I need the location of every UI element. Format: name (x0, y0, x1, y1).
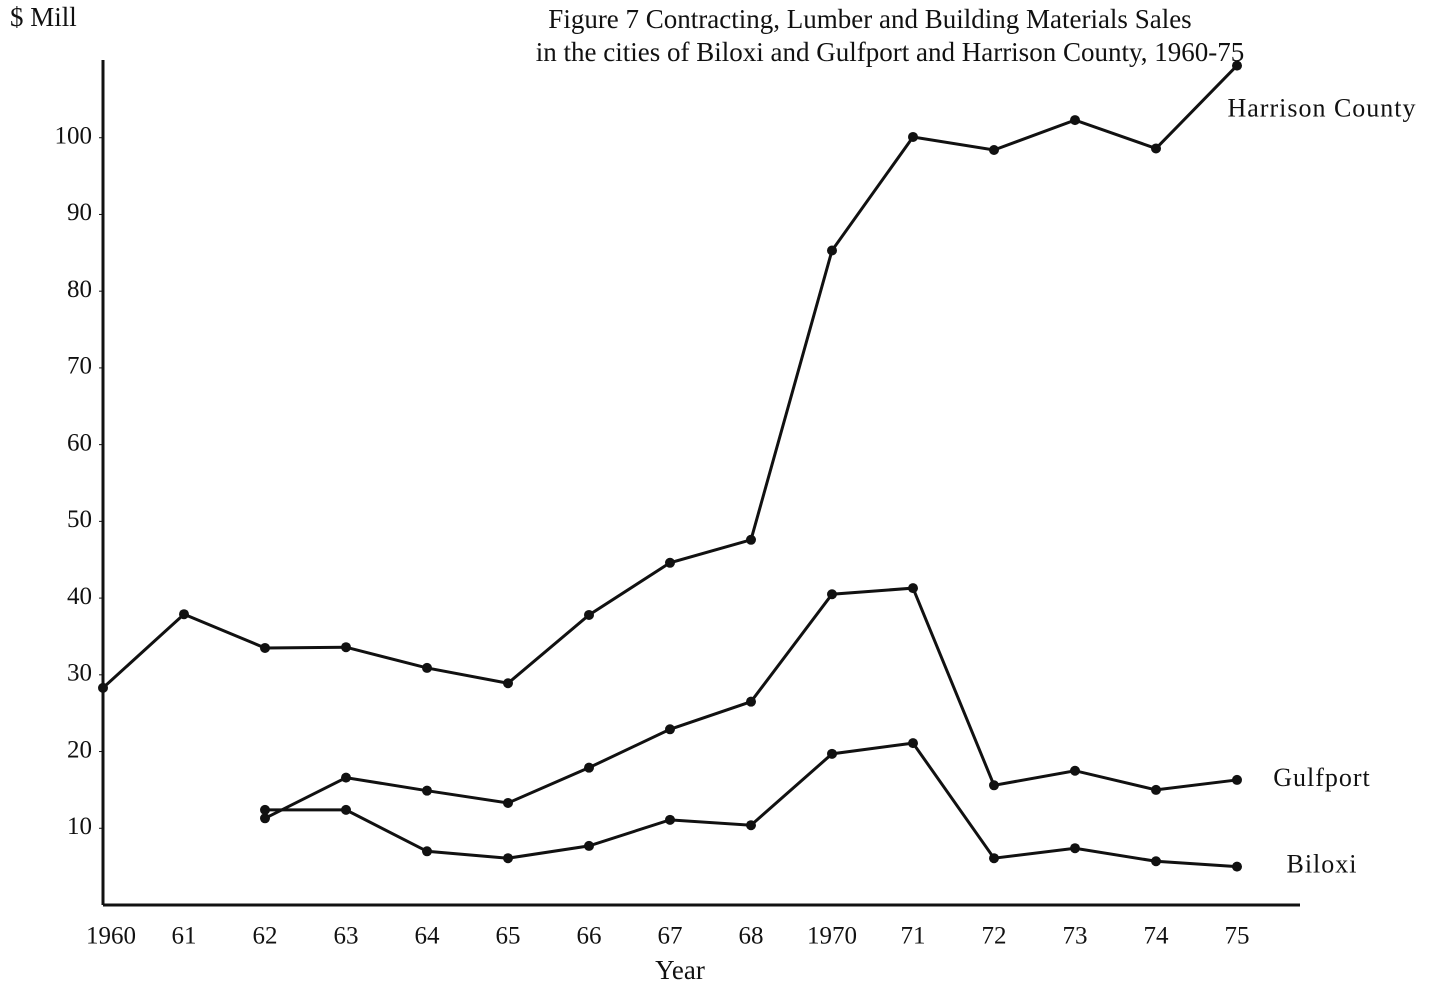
data-point (422, 846, 432, 857)
y-tick-label: 20 (67, 736, 92, 763)
data-point (1070, 843, 1080, 854)
series-label: Biloxi (1286, 850, 1357, 879)
x-tick-label: 72 (982, 923, 1007, 950)
data-point (1232, 60, 1242, 71)
data-point (827, 748, 837, 759)
data-point (1151, 143, 1161, 154)
data-point (746, 820, 756, 831)
data-point (1232, 861, 1242, 872)
y-tick-label: 90 (67, 199, 92, 226)
data-point (341, 772, 351, 783)
data-point (422, 662, 432, 673)
chart-subtitle: in the cities of Biloxi and Gulfport and… (536, 37, 1244, 67)
data-point (503, 853, 513, 864)
x-tick-label: 68 (739, 923, 764, 950)
data-point (989, 853, 999, 864)
data-point (98, 682, 108, 693)
data-point (989, 780, 999, 791)
y-tick-label: 100 (55, 122, 93, 149)
x-tick-label: 73 (1063, 923, 1088, 950)
data-point (341, 804, 351, 815)
y-tick-label: 50 (67, 506, 92, 533)
x-tick-label: 62 (253, 923, 278, 950)
data-point (422, 785, 432, 796)
x-axis-label: Year (655, 955, 705, 985)
data-point (260, 804, 270, 815)
series-label: Gulfport (1273, 763, 1371, 792)
data-point (989, 145, 999, 156)
y-tick-label: 10 (67, 813, 92, 840)
series-label: Harrison County (1227, 94, 1416, 123)
x-tick-label: 75 (1225, 923, 1250, 950)
data-point (908, 131, 918, 142)
data-point (1232, 774, 1242, 785)
data-point (665, 557, 675, 568)
data-point (503, 797, 513, 808)
data-point (908, 738, 918, 749)
data-point (746, 696, 756, 707)
data-point (1070, 765, 1080, 776)
data-point (503, 678, 513, 689)
data-point (1151, 856, 1161, 867)
data-point (1151, 784, 1161, 795)
x-tick-label: 64 (415, 923, 441, 950)
x-tick-label: 65 (496, 923, 521, 950)
data-point (260, 813, 270, 824)
x-tick-label: 63 (334, 923, 359, 950)
data-point (584, 840, 594, 851)
x-tick-label: 67 (658, 923, 683, 950)
data-point (179, 609, 189, 620)
data-point (827, 245, 837, 256)
data-point (1070, 115, 1080, 126)
y-tick-label: 80 (67, 276, 92, 303)
x-tick-label: 66 (577, 923, 602, 950)
chart-title: Figure 7 Contracting, Lumber and Buildin… (548, 4, 1191, 34)
data-point (665, 814, 675, 825)
data-point (746, 534, 756, 545)
data-point (341, 642, 351, 653)
x-tick-label: 74 (1144, 923, 1170, 950)
data-point (827, 589, 837, 600)
series-line (265, 741, 1238, 869)
y-tick-label: 30 (67, 660, 92, 687)
x-tick-label: 61 (172, 923, 197, 950)
data-point (584, 609, 594, 620)
series-line (101, 64, 1239, 689)
data-point (260, 642, 270, 653)
y-axis-label: $ Mill (10, 2, 77, 32)
y-tick-label: 70 (67, 353, 92, 380)
data-point (665, 724, 675, 735)
x-tick-label: 71 (901, 923, 926, 950)
data-point (584, 762, 594, 773)
x-tick-label: 1970 (807, 923, 857, 950)
data-point (908, 583, 918, 594)
y-tick-label: 60 (67, 429, 92, 456)
x-tick-label: 1960 (86, 923, 136, 950)
y-tick-label: 40 (67, 583, 92, 610)
